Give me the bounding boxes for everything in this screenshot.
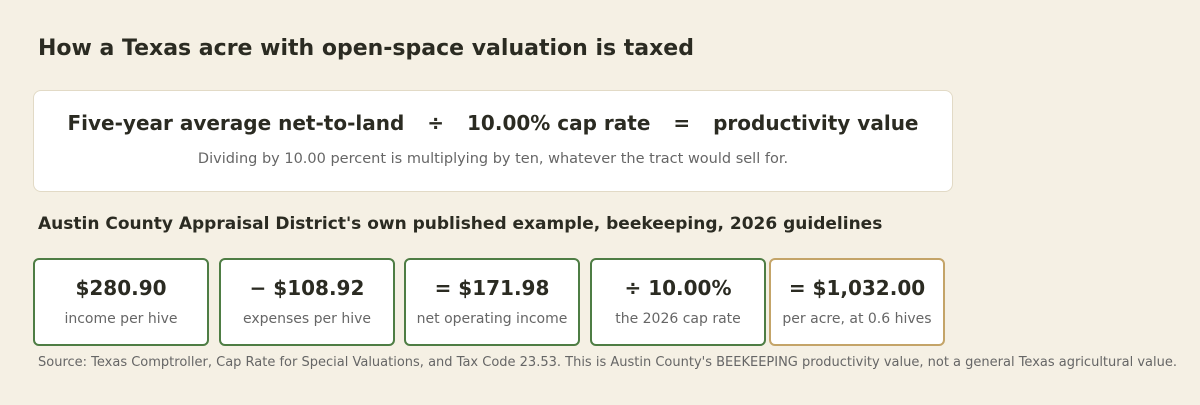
- title: How a Texas acre with open-space valuati…: [38, 36, 694, 61]
- card-value: $280.90: [75, 276, 167, 300]
- card-value: − $108.92: [249, 276, 365, 300]
- formula-term: 10.00% cap rate: [467, 111, 651, 135]
- card-label: per acre, at 0.6 hives: [782, 311, 932, 327]
- card-value: ÷ 10.00%: [624, 276, 732, 300]
- formula-operator: ÷: [427, 111, 445, 135]
- card-label: the 2026 cap rate: [615, 311, 741, 327]
- card: = $1,032.00 per acre, at 0.6 hives: [769, 258, 945, 346]
- formula: Five-year average net-to-land ÷ 10.00% c…: [34, 111, 952, 135]
- card-label: income per hive: [64, 311, 178, 327]
- card-value: = $171.98: [434, 276, 550, 300]
- card: $280.90 income per hive: [33, 258, 209, 346]
- formula-box: Five-year average net-to-land ÷ 10.00% c…: [33, 90, 953, 192]
- card-value: = $1,032.00: [788, 276, 926, 300]
- card-label: net operating income: [416, 311, 568, 327]
- section-title: Austin County Appraisal District's own p…: [38, 214, 883, 234]
- formula-term: Five-year average net-to-land: [67, 111, 405, 135]
- card: ÷ 10.00% the 2026 cap rate: [590, 258, 766, 346]
- formula-note: Dividing by 10.00 percent is multiplying…: [197, 151, 789, 167]
- formula-term: productivity value: [713, 111, 919, 135]
- formula-operator: =: [673, 111, 691, 135]
- card: − $108.92 expenses per hive: [219, 258, 395, 346]
- card-label: expenses per hive: [242, 311, 372, 327]
- source-note: Source: Texas Comptroller, Cap Rate for …: [38, 355, 1177, 370]
- card: = $171.98 net operating income: [404, 258, 580, 346]
